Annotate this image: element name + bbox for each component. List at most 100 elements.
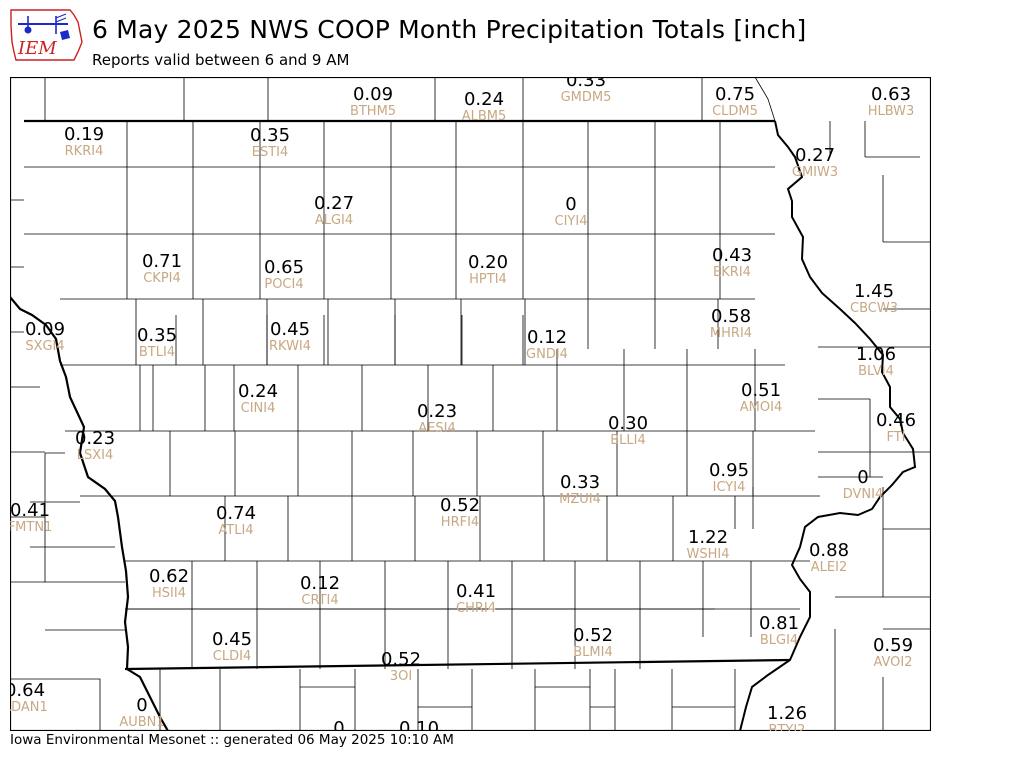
station-id: AMOI4 — [740, 400, 782, 415]
precip-value: 0.45 — [270, 319, 310, 340]
station-id: EKRI4 — [713, 265, 751, 280]
station-id: ATLI4 — [218, 523, 253, 538]
precip-value: 0.24 — [238, 381, 278, 402]
precip-value: 0.33 — [560, 472, 600, 493]
precip-value: 0.58 — [711, 306, 751, 327]
station-id: AVOI2 — [873, 655, 912, 670]
precip-value: 0.52 — [440, 495, 480, 516]
station-id: AESI4 — [418, 421, 455, 436]
precip-value: 0.74 — [216, 503, 256, 524]
precip-value: 0.43 — [712, 245, 752, 266]
station-id: HRFI4 — [441, 515, 479, 530]
minnesota-counties — [44, 77, 703, 121]
precip-value: 0.51 — [741, 380, 781, 401]
precip-value: 0.45 — [212, 629, 252, 650]
station-id: CBCW3 — [850, 301, 898, 316]
precip-value: 0.33 — [566, 77, 606, 91]
precip-value: 0.35 — [250, 125, 290, 146]
precip-value: 0.71 — [142, 251, 182, 272]
station-id: AUBN1 — [119, 715, 164, 730]
station-unlabeled-47: 0.10 — [399, 718, 439, 731]
station-id: CKPI4 — [143, 271, 181, 286]
precip-value: 0.75 — [715, 84, 755, 105]
precip-value: 0.52 — [381, 649, 421, 670]
precip-value: 0.59 — [873, 635, 913, 656]
map-title: 6 May 2025 NWS COOP Month Precipitation … — [92, 15, 807, 44]
precip-value: 0.23 — [417, 401, 457, 422]
map-frame — [10, 77, 931, 731]
station-id: ALGI4 — [315, 213, 353, 228]
iem-logo: IEM — [8, 6, 84, 62]
station-id: SXGI4 — [25, 339, 64, 354]
precip-value: 0.62 — [149, 566, 189, 587]
precip-value: 1.06 — [856, 344, 896, 365]
precip-value: 0 — [136, 695, 147, 716]
precip-value: 1.22 — [688, 527, 728, 548]
precip-value: 0.09 — [353, 84, 393, 105]
precip-value: 0.63 — [871, 84, 911, 105]
precip-value: 0.52 — [573, 625, 613, 646]
station-id: RKRI4 — [65, 144, 104, 159]
station-id: GMIW3 — [792, 165, 838, 180]
station-id: BTLI4 — [139, 345, 175, 360]
precip-value: 0.12 — [527, 327, 567, 348]
station-id: HPTI4 — [469, 272, 507, 287]
station-id: CLDI4 — [213, 649, 251, 664]
precip-value: 0.41 — [10, 500, 50, 521]
precip-value: 0.27 — [314, 193, 354, 214]
station-id: BTYI2 — [769, 723, 806, 731]
station-id: 3OI — [390, 669, 412, 684]
precip-value: 0.27 — [795, 145, 835, 166]
iowa-county-lines — [10, 121, 931, 731]
station-id: CHRI4 — [456, 601, 496, 616]
precip-value: 0 — [565, 194, 576, 215]
precip-value: 0.64 — [10, 680, 45, 701]
precip-value: 0.95 — [709, 460, 749, 481]
station-unlabeled-46: 0 — [333, 718, 344, 731]
station-id: POCI4 — [264, 277, 303, 292]
precip-value: 0.12 — [300, 573, 340, 594]
station-id: FMTN1 — [10, 520, 52, 535]
station-id: CLDM5 — [712, 104, 758, 119]
station-id: ADAN1 — [10, 700, 48, 715]
station-id: ALBM5 — [462, 109, 507, 124]
precip-value: 0 — [333, 718, 344, 731]
precip-value: 0.09 — [25, 319, 65, 340]
station-id: ICYI4 — [713, 480, 746, 495]
precip-value: 0 — [857, 467, 868, 488]
precip-value: 0.65 — [264, 257, 304, 278]
precip-value: 1.45 — [854, 281, 894, 302]
station-id: HSII4 — [152, 586, 186, 601]
precip-value: 0.35 — [137, 325, 177, 346]
station-id: BLLI4 — [610, 433, 646, 448]
station-id: BTHM5 — [350, 104, 396, 119]
precip-value: 0.41 — [456, 581, 496, 602]
station-id: DVNI4 — [843, 487, 884, 502]
